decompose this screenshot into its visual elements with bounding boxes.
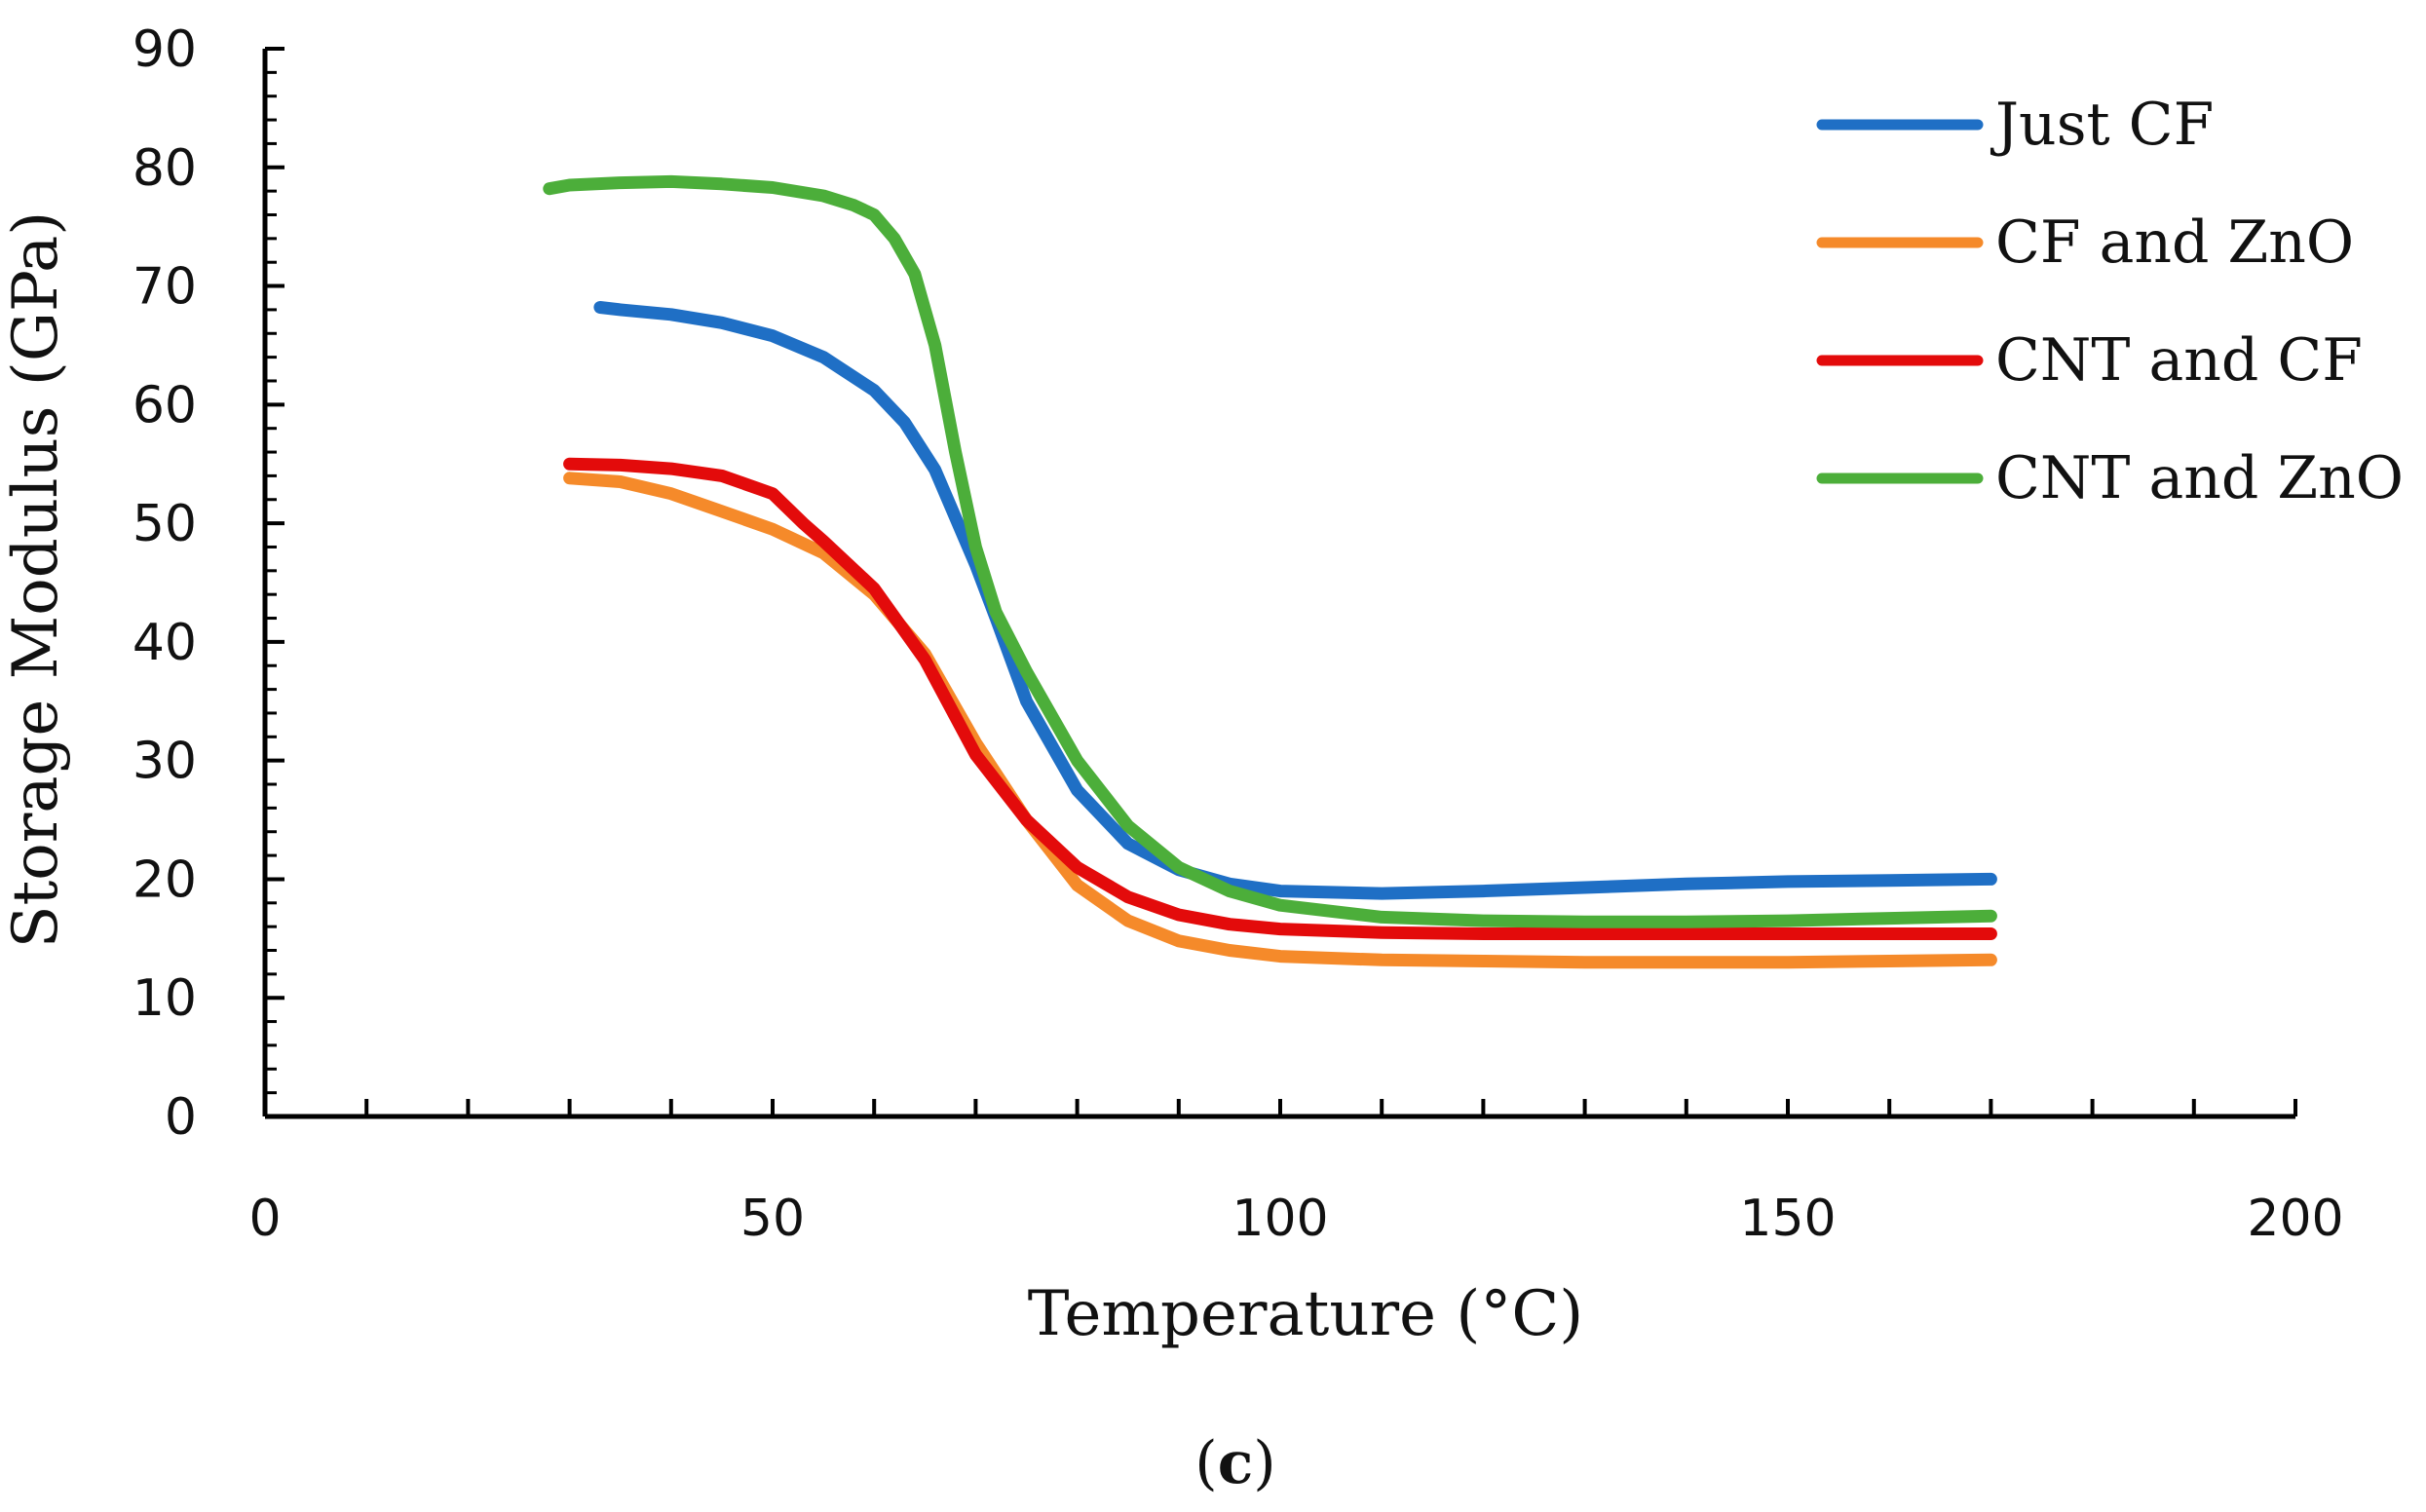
y-axis-title: Storage Modulus (GPa) xyxy=(0,211,72,949)
legend-label: CNT and CF xyxy=(1995,326,2363,395)
y-tick-label: 90 xyxy=(133,20,197,79)
y-tick-label: 70 xyxy=(133,258,197,317)
series-line-cf-and-zno xyxy=(563,472,1997,969)
series-line-cnt-and-zno xyxy=(543,174,1997,928)
x-ticks: 0 50 100 150 200 xyxy=(248,1099,2344,1248)
legend: Just CF CF and ZnO CNT and CF CNT and ZnO xyxy=(1816,91,2404,512)
x-tick-label: 0 xyxy=(248,1190,281,1248)
y-tick-label: 60 xyxy=(133,376,197,435)
x-tick-label: 150 xyxy=(1739,1190,1836,1248)
y-tick-label: 20 xyxy=(133,850,197,909)
y-tick-label: 10 xyxy=(133,969,197,1028)
series-layer xyxy=(543,174,1997,969)
y-tick-label: 0 xyxy=(165,1088,197,1147)
x-tick-label: 100 xyxy=(1232,1190,1328,1248)
legend-label: Just CF xyxy=(1990,91,2214,159)
caption-letter: c xyxy=(1218,1429,1254,1497)
series-line-cnt-and-cf xyxy=(563,457,1997,940)
axes: 0 10 20 30 40 50 60 70 80 90 0 50 100 150 200 xyxy=(133,20,2344,1248)
y-tick-label: 80 xyxy=(133,139,197,198)
caption-close: ) xyxy=(1253,1429,1275,1497)
x-axis-title: Temperature (°C) xyxy=(1028,1278,1584,1350)
x-tick-label: 200 xyxy=(2247,1190,2343,1248)
x-tick-label: 50 xyxy=(740,1190,805,1248)
series-line-just-cf xyxy=(593,301,1997,900)
y-tick-label: 30 xyxy=(133,733,197,791)
y-ticks: 0 10 20 30 40 50 60 70 80 90 xyxy=(133,20,284,1147)
caption-open: ( xyxy=(1194,1429,1217,1497)
y-tick-label: 40 xyxy=(133,614,197,672)
y-tick-label: 50 xyxy=(133,495,197,553)
legend-label: CF and ZnO xyxy=(1995,208,2354,277)
figure-caption: (c) xyxy=(1194,1429,1275,1497)
legend-label: CNT and ZnO xyxy=(1995,444,2404,512)
